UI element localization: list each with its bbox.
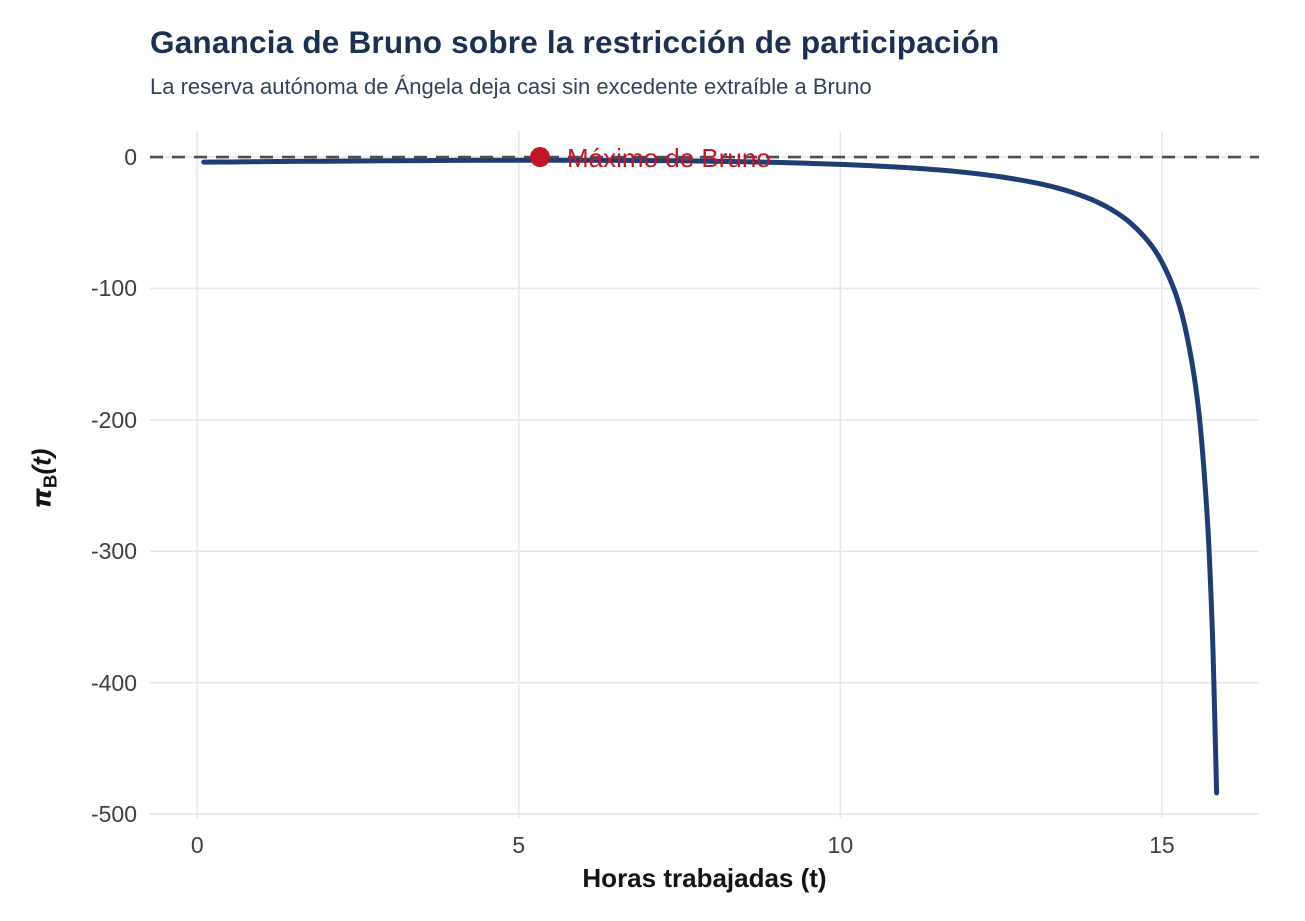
y-tick-label--100: -100: [90, 275, 137, 302]
x-tick-label-10: 10: [827, 832, 854, 858]
y-tick-label--400: -400: [90, 669, 137, 696]
y-tick-label--300: -300: [90, 538, 137, 565]
maximum-point-label: Máximo de Bruno: [567, 143, 771, 174]
profit-curve-line: [201, 157, 1220, 796]
ylabel-argument: (t): [26, 448, 57, 475]
y-tick-label--500: -500: [90, 801, 137, 828]
x-tick-label-15: 15: [1149, 832, 1175, 858]
pi-subscript: B: [39, 474, 61, 489]
x-tick-label-0: 0: [190, 832, 204, 858]
chart-subtitle: La reserva autónoma de Ángela deja casi …: [150, 74, 872, 99]
chart-title: Ganancia de Bruno sobre la restricción d…: [150, 24, 1000, 60]
y-axis-title: πB(t): [26, 379, 61, 579]
gridlines: [150, 131, 1259, 818]
maximum-point-marker: [530, 147, 551, 168]
y-tick-label--200: -200: [90, 406, 137, 433]
x-tick-label-5: 5: [512, 832, 526, 858]
pi-symbol: π: [27, 488, 58, 509]
y-tick-label-0: 0: [124, 144, 137, 171]
x-axis-title: Horas trabajadas (t): [582, 863, 827, 893]
